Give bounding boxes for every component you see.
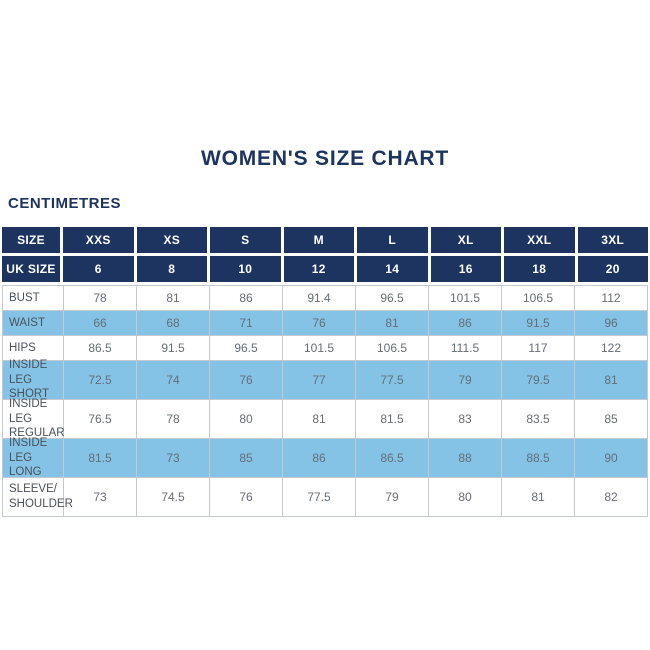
value-cell: 74: [137, 361, 210, 400]
header-value-cell: 16: [431, 256, 504, 282]
value-cell: 106.5: [502, 286, 575, 311]
value-cell: 81: [137, 286, 210, 311]
value-cell: 96.5: [210, 336, 283, 361]
value-cell: 91.5: [137, 336, 210, 361]
header-value-cell: 12: [284, 256, 357, 282]
header-value-cell: 10: [210, 256, 284, 282]
row-label-cell: INSIDE LEG REGULAR: [3, 398, 65, 439]
value-cell: 91.4: [283, 286, 356, 311]
value-cell: 90: [575, 439, 648, 478]
value-cell: 81: [283, 400, 356, 439]
row-label-cell: BUST: [3, 286, 64, 311]
table-row: BUST 78 81 86 91.4 96.5 101.5 106.5 112: [3, 286, 648, 311]
value-cell: 81.5: [356, 400, 429, 439]
value-cell: 71: [210, 311, 283, 336]
value-cell: 106.5: [356, 336, 429, 361]
value-cell: 122: [575, 336, 648, 361]
value-cell: 85: [210, 439, 283, 478]
value-cell: 86: [283, 439, 356, 478]
table-body: BUST 78 81 86 91.4 96.5 101.5 106.5 112 WAIST 66 68…: [2, 285, 648, 517]
value-cell: 79: [429, 361, 502, 400]
value-cell: 86: [429, 311, 502, 336]
value-cell: 117: [502, 336, 575, 361]
value-cell: 88: [429, 439, 502, 478]
value-cell: 81: [502, 478, 575, 517]
value-cell: 79.5: [502, 361, 575, 400]
value-cell: 96.5: [356, 286, 429, 311]
header-value-cell: XS: [137, 227, 210, 253]
value-cell: 77: [283, 361, 356, 400]
value-cell: 81.5: [64, 439, 137, 478]
table-row: INSIDE LEG REGULAR 76.5 78 80 81 81.5 83 83.5 85: [3, 398, 648, 439]
header-value-cell: XL: [431, 227, 504, 253]
value-cell: 80: [429, 478, 502, 517]
table-header-row: SIZE XXS XS S M L XL XXL 3XL: [2, 227, 648, 253]
table-row: INSIDE LEG LONG 81.5 73 85 86 86.5 88 88.5 90: [3, 437, 648, 478]
row-label-cell: SLEEVE/ SHOULDER: [3, 478, 73, 517]
header-value-cell: 6: [63, 256, 137, 282]
value-cell: 88.5: [502, 439, 575, 478]
page-title: WOMEN'S SIZE CHART: [200, 147, 450, 170]
header-value-cell: 18: [504, 256, 578, 282]
value-cell: 72.5: [64, 361, 137, 400]
value-cell: 91.5: [502, 311, 575, 336]
value-cell: 83: [429, 400, 502, 439]
value-cell: 73: [137, 439, 210, 478]
value-cell: 77.5: [283, 478, 356, 517]
value-cell: 96: [575, 311, 648, 336]
value-cell: 83.5: [502, 400, 575, 439]
value-cell: 81: [575, 361, 648, 400]
header-value-cell: 8: [137, 256, 210, 282]
table-header-row: UK SIZE 6 8 10 12 14 16 18 20: [2, 256, 648, 282]
value-cell: 76: [210, 478, 283, 517]
value-cell: 76.5: [64, 400, 137, 439]
value-cell: 66: [64, 311, 137, 336]
table-row: INSIDE LEG SHORT 72.5 74 76 77 77.5 79 79.5 81: [3, 359, 648, 400]
row-label-cell: INSIDE LEG LONG: [3, 437, 64, 478]
value-cell: 76: [283, 311, 356, 336]
value-cell: 112: [575, 286, 648, 311]
value-cell: 101.5: [429, 286, 502, 311]
header-value-cell: XXL: [504, 227, 578, 253]
value-cell: 111.5: [429, 336, 502, 361]
header-label-cell: UK SIZE: [2, 256, 63, 282]
value-cell: 86: [210, 286, 283, 311]
value-cell: 86.5: [356, 439, 429, 478]
header-label-cell: SIZE: [2, 227, 63, 253]
size-chart-table: SIZE XXS XS S M L XL XXL 3XL UK SIZE 6 8 10 12 14 16 18 2…: [2, 227, 648, 517]
value-cell: 82: [575, 478, 648, 517]
unit-label: CENTIMETRES: [8, 195, 122, 212]
table-row: SLEEVE/ SHOULDER 73 74.5 76 77.5 79 80 81 82: [3, 478, 648, 517]
value-cell: 81: [356, 311, 429, 336]
row-label-cell: HIPS: [3, 336, 64, 361]
row-label-cell: INSIDE LEG SHORT: [3, 359, 64, 400]
header-value-cell: S: [210, 227, 284, 253]
table-row: HIPS 86.5 91.5 96.5 101.5 106.5 111.5 117 122: [3, 336, 648, 361]
value-cell: 79: [356, 478, 429, 517]
row-label-cell: WAIST: [3, 311, 64, 336]
header-value-cell: M: [284, 227, 357, 253]
value-cell: 101.5: [283, 336, 356, 361]
value-cell: 78: [64, 286, 137, 311]
value-cell: 78: [137, 400, 210, 439]
value-cell: 73: [64, 478, 137, 517]
value-cell: 68: [137, 311, 210, 336]
header-value-cell: 14: [357, 256, 431, 282]
value-cell: 74.5: [137, 478, 210, 517]
value-cell: 76: [210, 361, 283, 400]
value-cell: 85: [575, 400, 648, 439]
value-cell: 77.5: [356, 361, 429, 400]
header-value-cell: 20: [605, 262, 620, 276]
header-value-cell: XXS: [63, 227, 137, 253]
table-row: WAIST 66 68 71 76 81 86 91.5 96: [3, 311, 648, 336]
value-cell: 86.5: [64, 336, 137, 361]
value-cell: 80: [210, 400, 283, 439]
header-value-cell: L: [357, 227, 431, 253]
header-value-cell: 3XL: [601, 233, 625, 247]
